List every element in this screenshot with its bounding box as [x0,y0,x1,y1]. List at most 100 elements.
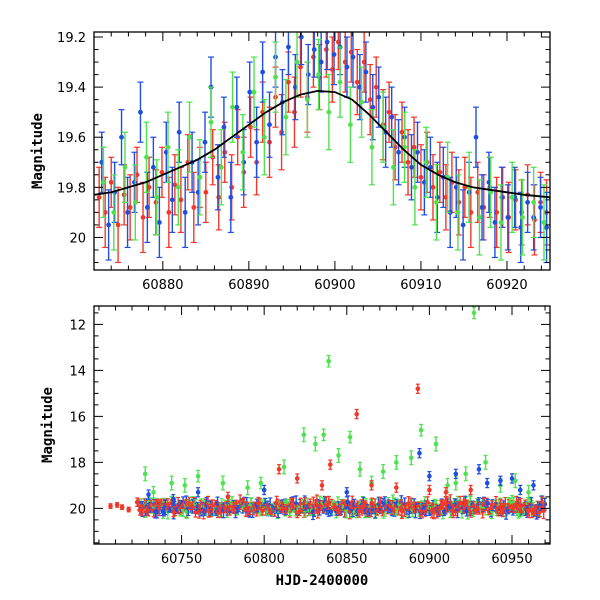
full-green-point [408,450,414,466]
zoomed-red-point [247,96,254,158]
zoomed-green-point [294,32,301,98]
zoomed-blue-point [240,129,247,196]
zoomed-green-point [272,41,279,113]
full-green-point [433,436,439,452]
full-x-tick-label: 60950 [491,552,532,567]
full-red-point [319,480,325,491]
zoomed-green-point [476,179,483,256]
full-crowd-point [500,503,505,517]
zoomed-green-point [530,166,537,239]
full-crowd-point [156,500,162,517]
zoomed-blue-point [169,166,176,234]
full-green-point [151,485,156,499]
full-green-point [326,354,331,368]
zoomed-green-point [121,131,128,203]
zoomed-blue-point [524,171,531,234]
zoomed-blue-point [150,136,157,198]
full-green-point [513,473,518,489]
zoomed-blue-point [201,111,208,173]
zoomed-blue-point [473,106,480,168]
zoomed-green-point [433,164,440,241]
zoomed-green-point [175,149,182,226]
zoomed-red-point [323,32,330,78]
zoomed-red-point [165,176,172,249]
full-x-tick-label: 60900 [409,552,450,567]
full-blue-point [427,470,432,482]
zoomed-green-point [143,121,150,193]
full-crowd-point [489,500,495,510]
full-crowd-point [412,501,417,513]
full-crowd-point [541,502,546,520]
zoomed-red-point [228,154,235,221]
full-green-point [182,477,188,493]
zoomed-blue-point [182,176,189,249]
zoomed-green-point [497,184,504,261]
zoomed-red-point [386,81,393,143]
zoomed-green-point [164,111,171,183]
full-green-point [463,466,469,482]
full-green-point [195,469,201,483]
zoomed-green-point [358,66,365,138]
zoomed-red-point [417,144,424,211]
full-x-tick-label: 60800 [243,552,284,567]
full-y-tick-label: 20 [69,502,86,517]
zoomed-blue-point [324,32,331,71]
zoomed-blue-point [414,121,421,183]
full-crowd-point [318,500,323,512]
zoomed-y-tick-label: 19.8 [57,181,86,196]
full-red-point [427,484,432,496]
zoomed-y-tick-label: 19.4 [57,81,86,96]
zoomed-blue-point [105,189,112,261]
full-blue-point [171,493,176,505]
zoomed-red-point [121,164,128,226]
full-blue-point [261,484,267,496]
zoomed-red-point [405,129,412,196]
zoomed-green-point [509,161,516,234]
zoomed-y-tick-label: 19.2 [57,31,86,46]
zoomed-green-point [325,73,332,151]
zoomed-tick-marks: 60880 60890 60900 60910 60920 19.2 19.4 19.6 19.… [57,31,550,293]
full-crowd-point [257,497,263,510]
full-green-point [142,466,148,482]
zoomed-x-tick-label: 60890 [228,278,269,293]
full-green-point [418,423,424,437]
full-blue-point [344,487,350,498]
zoomed-blue-point [460,189,467,261]
full-red-point [114,502,120,508]
zoomed-plot-frame [93,31,551,271]
full-blue-point [531,480,536,491]
zoomed-blue-point [331,32,338,86]
full-blue-point [498,475,503,486]
full-red-point [354,408,359,420]
zoomed-blue-point [491,186,498,259]
zoomed-red-point [278,94,285,171]
zoomed-x-tick-label: 60880 [142,278,183,293]
full-red-point [119,504,125,511]
zoomed-green-point [229,71,236,143]
full-green-point [380,464,386,480]
full-red-point [369,480,374,491]
full-y-tick-label: 18 [69,456,86,471]
zoomed-blue-point [233,76,240,138]
zoomed-blue-point [369,73,376,141]
full-green-point [281,459,287,475]
zoomed-blue-point [156,186,163,259]
zoomed-green-point [110,174,117,251]
full-green-point [301,427,307,443]
full-crowd-point [369,497,374,509]
zoomed-green-point [423,126,430,198]
zoomed-data-layer [94,32,550,264]
zoomed-blue-point [349,32,356,88]
zoomed-blue-point [227,161,234,234]
full-x-tick-label: 60850 [326,552,367,567]
zoomed-blue-point [498,166,505,229]
zoomed-red-point [158,146,165,198]
full-red-point [327,459,333,470]
zoomed-red-point [411,116,418,178]
zoomed-green-point [208,86,215,158]
zoomed-red-point [221,121,228,183]
zoomed-green-point [218,129,225,206]
full-blue-point [453,468,459,480]
zoomed-blue-point [395,119,402,186]
